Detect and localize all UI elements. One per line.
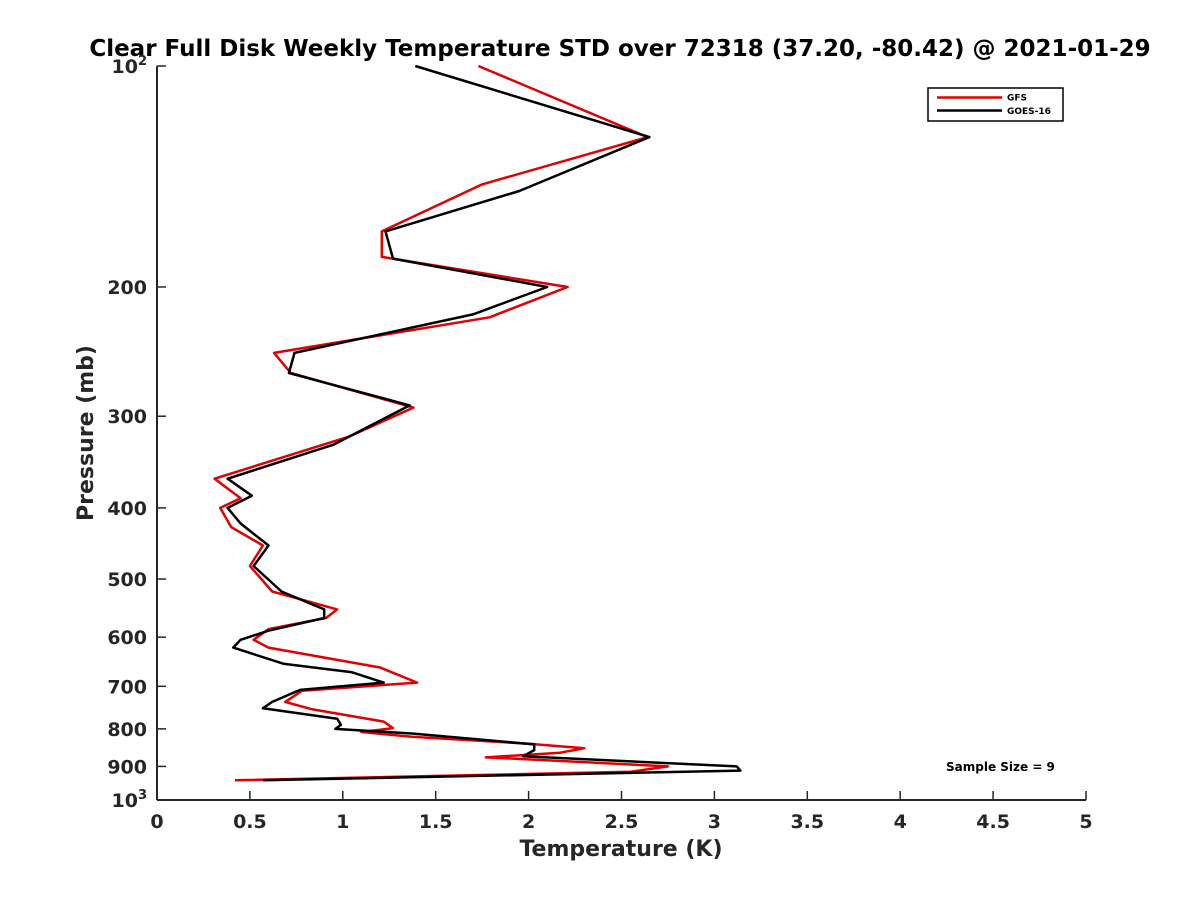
x-tick-label: 4.5 [976, 811, 1010, 833]
y-tick-label: 200 [107, 277, 147, 299]
x-axis-label: Temperature (K) [519, 837, 722, 862]
y-axis-label: Pressure (mb) [74, 345, 99, 521]
y-tick-label: 300 [107, 406, 147, 428]
axes-group [156, 66, 1086, 801]
y-tick-label: 103 [112, 788, 148, 812]
x-tick-label: 0.5 [233, 811, 267, 833]
sample-size-annotation: Sample Size = 9 [946, 760, 1055, 774]
y-tick-label: 800 [107, 719, 147, 741]
x-tick-label: 2 [522, 811, 535, 833]
y-tick-label: 600 [107, 627, 147, 649]
plot-series-group [213, 64, 742, 782]
x-tick-label: 1 [336, 811, 349, 833]
chart-title: Clear Full Disk Weekly Temperature STD o… [89, 36, 1150, 62]
y-tick-label: 900 [107, 756, 147, 778]
y-ticks-group: 102 200 300 400 500 600 700 800 900 103 [107, 54, 166, 812]
y-tick-label: 400 [107, 498, 147, 520]
x-tick-label: 3 [708, 811, 721, 833]
y-tick-label: 500 [107, 569, 147, 591]
x-tick-label: 5 [1079, 811, 1092, 833]
x-ticks-group: 0 0.5 1 1.5 2 2.5 3 3.5 4 4.5 5 [150, 791, 1093, 833]
series-line-gfs [213, 64, 670, 782]
legend-box [927, 87, 1064, 122]
x-tick-label: 2.5 [605, 811, 639, 833]
y-tick-label: 700 [107, 676, 147, 698]
x-tick-label: 1.5 [419, 811, 453, 833]
x-tick-label: 0 [150, 811, 163, 833]
legend: GFS GOES-16 [927, 87, 1064, 122]
legend-label-goes16: GOES-16 [1007, 107, 1051, 117]
y-tick-label: 102 [112, 54, 148, 78]
x-tick-label: 4 [894, 811, 907, 833]
legend-label-gfs: GFS [1007, 94, 1027, 104]
x-tick-label: 3.5 [790, 811, 824, 833]
series-line-goes16 [226, 64, 742, 782]
